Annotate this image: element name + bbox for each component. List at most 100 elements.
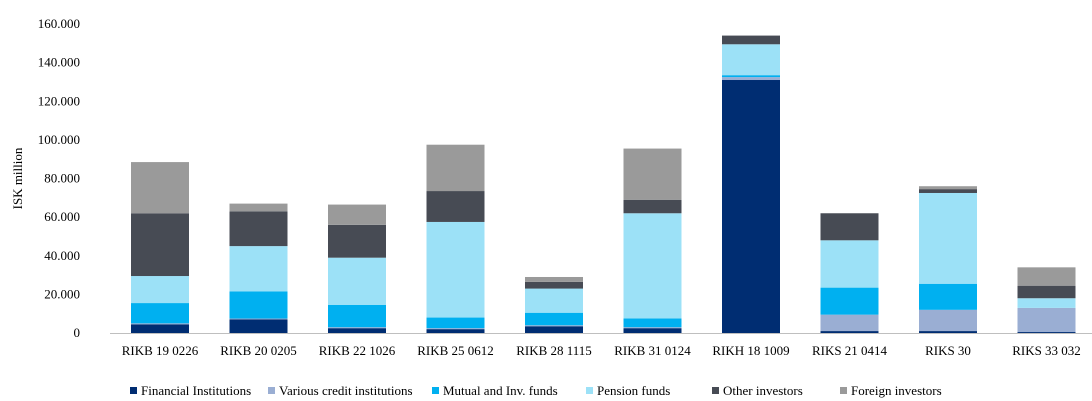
bar-segment (328, 257, 386, 305)
bar-segment (525, 325, 583, 327)
bar-segment (229, 246, 288, 292)
y-tick-label: 80.000 (44, 171, 80, 186)
bar-segment (623, 213, 682, 319)
bar-segment (229, 318, 288, 320)
legend-label: Various credit institutions (279, 383, 413, 398)
x-tick-label: RIKB 22 1026 (319, 343, 396, 358)
bar-stack (919, 186, 977, 333)
bar-segment (426, 191, 485, 222)
bar-segment (722, 44, 780, 76)
bar-segment (623, 328, 682, 333)
bar-stack (131, 162, 189, 333)
bar-segment (426, 221, 485, 318)
bar-segment (426, 317, 485, 329)
legend-item: Financial Institutions (130, 383, 251, 398)
legend: Financial Institutions Various credit ins… (130, 383, 942, 398)
legend-label: Other investors (723, 383, 803, 398)
bar-segment (722, 75, 780, 78)
bar-segment (1017, 285, 1076, 299)
x-tick-label: RIKB 28 1115 (516, 343, 592, 358)
bar-segment (328, 204, 386, 225)
bar-segment (1017, 298, 1076, 308)
bar-segment (722, 77, 780, 81)
bar-segment (919, 192, 977, 284)
bar-segment (229, 319, 288, 333)
legend-label: Mutual and Inv. funds (443, 383, 558, 398)
bar-segment (919, 309, 977, 332)
bar-segment (426, 328, 485, 330)
y-axis-ticks: 0 20.000 40.000 60.000 80.000 100.000 120.000 1… (38, 16, 80, 340)
y-tick-label: 160.000 (38, 16, 80, 31)
bar-segment (131, 323, 189, 325)
bar-stack (820, 213, 879, 333)
legend-swatch (130, 387, 137, 394)
bar-segment (229, 211, 288, 247)
y-tick-label: 40.000 (44, 248, 80, 263)
bar-segment (623, 199, 682, 214)
x-tick-label: RIKB 25 0612 (417, 343, 494, 358)
bar-segment (328, 304, 386, 328)
bar-segment (820, 331, 879, 333)
bar-stack (328, 204, 386, 333)
bar-segment (131, 303, 189, 324)
y-tick-label: 100.000 (38, 132, 80, 147)
bar-segment (820, 213, 879, 241)
bar-segment (229, 291, 288, 319)
bar-stack (229, 203, 288, 333)
bar-segment (525, 312, 583, 326)
legend-swatch (712, 387, 719, 394)
bar-segment (131, 213, 189, 277)
x-tick-label: RIKB 20 0205 (220, 343, 297, 358)
x-tick-label: RIKB 31 0124 (614, 343, 691, 358)
bar-segment (1017, 307, 1076, 333)
bar-segment (525, 326, 583, 333)
bar-segment (623, 318, 682, 328)
bar-stack (426, 144, 485, 333)
y-tick-label: 0 (74, 325, 81, 340)
y-tick-label: 60.000 (44, 209, 80, 224)
bar-segment (820, 240, 879, 288)
bar-segment (919, 186, 977, 190)
bar-segment (820, 314, 879, 332)
bar-segment (722, 35, 780, 45)
legend-label: Pension funds (597, 383, 670, 398)
bar-segment (426, 144, 485, 192)
y-tick-label: 20.000 (44, 286, 80, 301)
bar-segment (525, 276, 583, 282)
bar-segment (131, 162, 189, 214)
x-tick-label: RIKS 30 (925, 343, 971, 358)
y-axis-label: ISK million (10, 147, 25, 209)
bar-segment (229, 203, 288, 212)
legend-item: Mutual and Inv. funds (432, 383, 558, 398)
bar-stack (722, 35, 780, 333)
legend-swatch (840, 387, 847, 394)
x-tick-label: RIKS 33 032 (1012, 343, 1081, 358)
bar-segment (328, 328, 386, 333)
bar-segment (525, 288, 583, 313)
bar-segment (623, 148, 682, 200)
bar-segment (919, 189, 977, 193)
legend-label: Financial Institutions (141, 383, 251, 398)
bar-segment (623, 327, 682, 329)
legend-item: Various credit institutions (268, 383, 413, 398)
x-tick-label: RIKB 19 0226 (122, 343, 199, 358)
x-axis-labels: RIKB 19 0226 RIKB 20 0205 RIKB 22 1026 RIKB… (122, 343, 1081, 358)
x-tick-label: RIKS 21 0414 (812, 343, 888, 358)
legend-item: Foreign investors (840, 383, 942, 398)
bar-segment (1017, 332, 1076, 333)
bar-stack (623, 148, 682, 333)
legend-item: Other investors (712, 383, 803, 398)
bar-stack (525, 276, 583, 333)
legend-swatch (432, 387, 439, 394)
bar-segment (1017, 267, 1076, 286)
y-tick-label: 120.000 (38, 93, 80, 108)
bar-segment (328, 327, 386, 329)
legend-label: Foreign investors (851, 383, 942, 398)
legend-item: Pension funds (586, 383, 670, 398)
legend-swatch (268, 387, 275, 394)
bar-segment (131, 324, 189, 333)
y-tick-label: 140.000 (38, 55, 80, 70)
bar-segment (722, 80, 780, 333)
